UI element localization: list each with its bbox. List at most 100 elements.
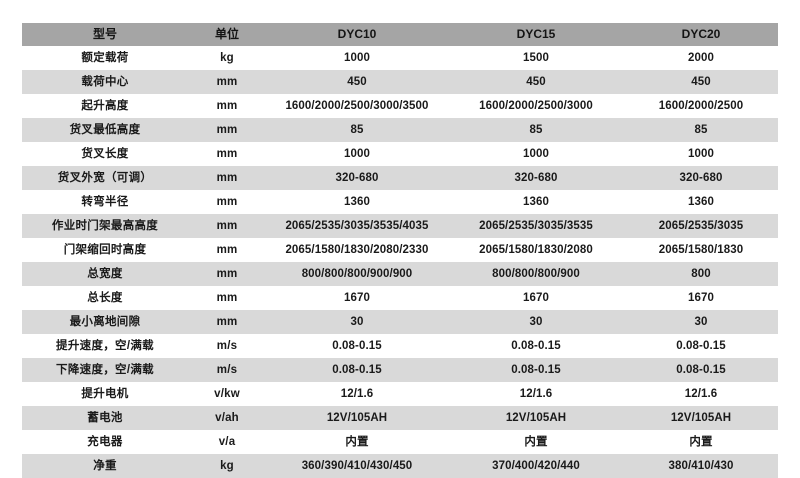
cell-dyc20: 30: [624, 310, 778, 334]
cell-dyc20: 1670: [624, 286, 778, 310]
row-unit: kg: [188, 46, 266, 70]
cell-dyc20: 320-680: [624, 166, 778, 190]
row-unit: mm: [188, 214, 266, 238]
table-row: 充电器 v/a 内置 内置 内置: [22, 430, 778, 454]
cell-dyc20: 380/410/430: [624, 454, 778, 478]
table-row: 下降速度，空/满载 m/s 0.08-0.15 0.08-0.15 0.08-0.15: [22, 358, 778, 382]
row-unit: v/ah: [188, 406, 266, 430]
cell-dyc10: 30: [266, 310, 448, 334]
cell-dyc10: 1670: [266, 286, 448, 310]
cell-dyc20: 0.08-0.15: [624, 358, 778, 382]
column-header-name: 型号: [22, 23, 188, 46]
cell-dyc20: 12V/105AH: [624, 406, 778, 430]
table-row: 总长度 mm 1670 1670 1670: [22, 286, 778, 310]
table-row: 最小离地间隙 mm 30 30 30: [22, 310, 778, 334]
cell-dyc10: 12/1.6: [266, 382, 448, 406]
cell-dyc10: 1600/2000/2500/3000/3500: [266, 94, 448, 118]
table-body: 额定载荷 kg 1000 1500 2000 载荷中心 mm 450 450 450 起升高度 mm 1…: [22, 46, 778, 478]
cell-dyc10: 1000: [266, 142, 448, 166]
cell-dyc20: 2065/1580/1830: [624, 238, 778, 262]
row-unit: mm: [188, 70, 266, 94]
row-unit: v/kw: [188, 382, 266, 406]
cell-dyc20: 800: [624, 262, 778, 286]
cell-dyc10: 85: [266, 118, 448, 142]
row-label: 总宽度: [22, 262, 188, 286]
row-unit: mm: [188, 190, 266, 214]
row-label: 蓄电池: [22, 406, 188, 430]
cell-dyc20: 2000: [624, 46, 778, 70]
cell-dyc15: 320-680: [448, 166, 624, 190]
specification-table: 型号 单位 DYC10 DYC15 DYC20 额定载荷 kg 1000 1500 20…: [22, 23, 778, 478]
specification-sheet: 型号 单位 DYC10 DYC15 DYC20 额定载荷 kg 1000 1500 20…: [22, 23, 778, 478]
table-row: 转弯半径 mm 1360 1360 1360: [22, 190, 778, 214]
row-unit: mm: [188, 238, 266, 262]
table-row: 总宽度 mm 800/800/800/900/900 800/800/800/900 8…: [22, 262, 778, 286]
table-row: 蓄电池 v/ah 12V/105AH 12V/105AH 12V/105AH: [22, 406, 778, 430]
cell-dyc15: 12V/105AH: [448, 406, 624, 430]
row-unit: m/s: [188, 358, 266, 382]
row-label: 门架缩回时高度: [22, 238, 188, 262]
table-row: 载荷中心 mm 450 450 450: [22, 70, 778, 94]
cell-dyc10: 2065/2535/3035/3535/4035: [266, 214, 448, 238]
cell-dyc20: 85: [624, 118, 778, 142]
cell-dyc15: 450: [448, 70, 624, 94]
row-label: 载荷中心: [22, 70, 188, 94]
row-unit: mm: [188, 118, 266, 142]
cell-dyc10: 内置: [266, 430, 448, 454]
cell-dyc20: 12/1.6: [624, 382, 778, 406]
table-row: 净重 kg 360/390/410/430/450 370/400/420/440 38…: [22, 454, 778, 478]
column-header-unit: 单位: [188, 23, 266, 46]
table-row: 起升高度 mm 1600/2000/2500/3000/3500 1600/2000/…: [22, 94, 778, 118]
cell-dyc10: 450: [266, 70, 448, 94]
cell-dyc15: 2065/2535/3035/3535: [448, 214, 624, 238]
row-label: 下降速度，空/满载: [22, 358, 188, 382]
cell-dyc10: 320-680: [266, 166, 448, 190]
row-label: 净重: [22, 454, 188, 478]
row-label: 额定载荷: [22, 46, 188, 70]
cell-dyc10: 1360: [266, 190, 448, 214]
table-row: 门架缩回时高度 mm 2065/1580/1830/2080/2330 2065/15…: [22, 238, 778, 262]
cell-dyc15: 1600/2000/2500/3000: [448, 94, 624, 118]
cell-dyc15: 800/800/800/900: [448, 262, 624, 286]
row-unit: mm: [188, 94, 266, 118]
cell-dyc10: 1000: [266, 46, 448, 70]
cell-dyc15: 1360: [448, 190, 624, 214]
cell-dyc20: 1600/2000/2500: [624, 94, 778, 118]
table-row: 货叉最低高度 mm 85 85 85: [22, 118, 778, 142]
column-header-dyc20: DYC20: [624, 23, 778, 46]
row-label: 最小离地间隙: [22, 310, 188, 334]
row-unit: v/a: [188, 430, 266, 454]
cell-dyc15: 30: [448, 310, 624, 334]
row-unit: mm: [188, 286, 266, 310]
table-row: 作业时门架最高高度 mm 2065/2535/3035/3535/4035 2065/…: [22, 214, 778, 238]
cell-dyc20: 内置: [624, 430, 778, 454]
cell-dyc10: 12V/105AH: [266, 406, 448, 430]
cell-dyc15: 1000: [448, 142, 624, 166]
row-unit: m/s: [188, 334, 266, 358]
row-unit: mm: [188, 310, 266, 334]
cell-dyc20: 1360: [624, 190, 778, 214]
table-row: 提升速度，空/满载 m/s 0.08-0.15 0.08-0.15 0.08-0.15: [22, 334, 778, 358]
cell-dyc20: 450: [624, 70, 778, 94]
cell-dyc15: 370/400/420/440: [448, 454, 624, 478]
row-label: 充电器: [22, 430, 188, 454]
table-row: 货叉外宽（可调） mm 320-680 320-680 320-680: [22, 166, 778, 190]
row-unit: mm: [188, 262, 266, 286]
table-row: 提升电机 v/kw 12/1.6 12/1.6 12/1.6: [22, 382, 778, 406]
cell-dyc15: 1500: [448, 46, 624, 70]
row-label: 总长度: [22, 286, 188, 310]
row-unit: mm: [188, 142, 266, 166]
cell-dyc15: 12/1.6: [448, 382, 624, 406]
row-unit: kg: [188, 454, 266, 478]
table-header: 型号 单位 DYC10 DYC15 DYC20: [22, 23, 778, 46]
row-label: 货叉最低高度: [22, 118, 188, 142]
row-label: 提升速度，空/满载: [22, 334, 188, 358]
column-header-dyc15: DYC15: [448, 23, 624, 46]
cell-dyc10: 0.08-0.15: [266, 358, 448, 382]
cell-dyc15: 内置: [448, 430, 624, 454]
cell-dyc20: 1000: [624, 142, 778, 166]
row-label: 转弯半径: [22, 190, 188, 214]
row-label: 货叉外宽（可调）: [22, 166, 188, 190]
row-label: 起升高度: [22, 94, 188, 118]
row-label: 作业时门架最高高度: [22, 214, 188, 238]
